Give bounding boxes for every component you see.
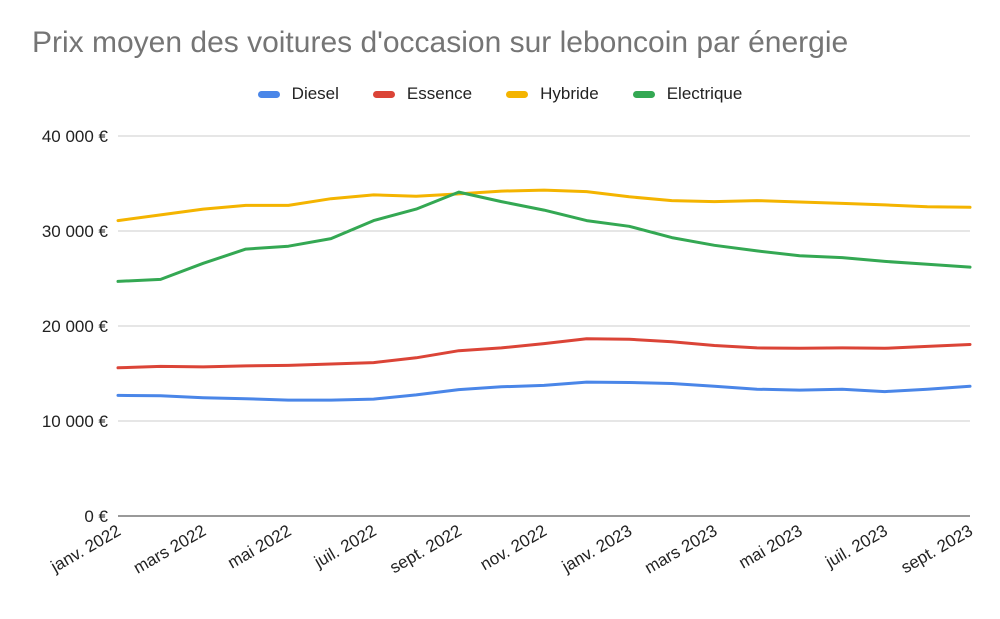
x-tick-label: juil. 2022 xyxy=(310,521,379,572)
legend-swatch-electrique xyxy=(632,90,655,98)
legend-label-hybride: Hybride xyxy=(540,84,599,103)
legend-item-hybride[interactable]: Hybride xyxy=(506,84,599,104)
x-tick-label: mai 2023 xyxy=(736,521,806,572)
chart-title: Prix moyen des voitures d'occasion sur l… xyxy=(32,26,849,59)
y-tick-label: 40 000 € xyxy=(42,127,109,146)
series-line-essence xyxy=(116,337,972,370)
y-tick-label: 10 000 € xyxy=(42,412,109,431)
legend-label-diesel: Diesel xyxy=(291,84,339,103)
x-tick-label: janv. 2023 xyxy=(558,521,635,577)
legend: Diesel Essence Hybride Electrique xyxy=(0,84,1000,104)
x-tick-label: mars 2023 xyxy=(641,521,720,578)
x-tick-label: mai 2022 xyxy=(224,521,294,572)
x-tick-label: sept. 2022 xyxy=(387,521,465,577)
x-tick-label: mars 2022 xyxy=(130,521,209,578)
series-line-hybride xyxy=(116,188,972,223)
legend-swatch-diesel xyxy=(257,90,280,98)
y-tick-label: 20 000 € xyxy=(42,317,109,336)
legend-item-diesel[interactable]: Diesel xyxy=(257,84,339,104)
x-tick-label: janv. 2022 xyxy=(47,521,124,577)
legend-swatch-hybride xyxy=(506,90,529,98)
legend-label-electrique: Electrique xyxy=(666,84,743,103)
y-tick-label: 30 000 € xyxy=(42,222,109,241)
x-tick-label: nov. 2022 xyxy=(477,521,550,574)
series-line-electrique xyxy=(116,190,972,283)
legend-swatch-essence xyxy=(372,90,395,98)
y-tick-label: 0 € xyxy=(84,507,108,526)
x-tick-label: juil. 2023 xyxy=(821,521,890,572)
legend-item-essence[interactable]: Essence xyxy=(372,84,473,104)
legend-label-essence: Essence xyxy=(406,84,473,103)
x-tick-label: sept. 2023 xyxy=(898,521,976,577)
legend-item-electrique[interactable]: Electrique xyxy=(632,84,743,104)
series-line-diesel xyxy=(116,380,972,402)
